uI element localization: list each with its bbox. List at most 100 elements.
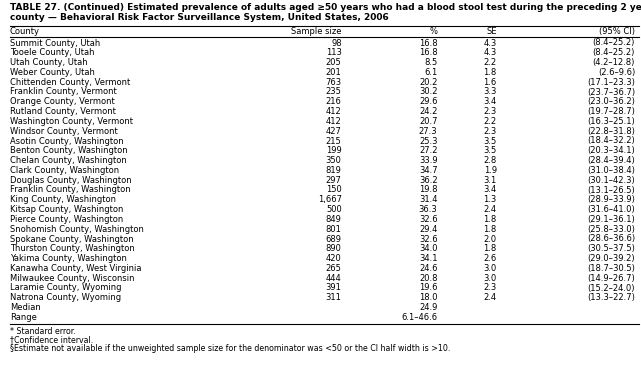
Text: (13.3–22.7): (13.3–22.7) xyxy=(587,293,635,302)
Text: (30.5–37.5): (30.5–37.5) xyxy=(587,244,635,253)
Text: Windsor County, Vermont: Windsor County, Vermont xyxy=(10,127,117,136)
Text: 6.1–46.6: 6.1–46.6 xyxy=(401,313,437,322)
Text: 27.2: 27.2 xyxy=(419,146,437,155)
Text: 2.3: 2.3 xyxy=(483,127,497,136)
Text: Median: Median xyxy=(10,303,40,312)
Text: 819: 819 xyxy=(326,166,342,175)
Text: 205: 205 xyxy=(326,58,342,67)
Text: 24.6: 24.6 xyxy=(419,264,437,273)
Text: 18.0: 18.0 xyxy=(419,293,437,302)
Text: 2.3: 2.3 xyxy=(483,283,497,293)
Text: 1.3: 1.3 xyxy=(483,195,497,204)
Text: 98: 98 xyxy=(331,38,342,48)
Text: 3.1: 3.1 xyxy=(483,176,497,185)
Text: Clark County, Washington: Clark County, Washington xyxy=(10,166,119,175)
Text: 311: 311 xyxy=(326,293,342,302)
Text: Pierce County, Washington: Pierce County, Washington xyxy=(10,215,123,224)
Text: (22.8–31.8): (22.8–31.8) xyxy=(587,127,635,136)
Text: Sample size: Sample size xyxy=(291,27,342,36)
Text: (15.2–24.0): (15.2–24.0) xyxy=(588,283,635,293)
Text: 4.3: 4.3 xyxy=(483,38,497,48)
Text: (31.6–41.0): (31.6–41.0) xyxy=(587,205,635,214)
Text: 689: 689 xyxy=(326,234,342,244)
Text: Rutland County, Vermont: Rutland County, Vermont xyxy=(10,107,115,116)
Text: 36.2: 36.2 xyxy=(419,176,437,185)
Text: 33.9: 33.9 xyxy=(419,156,437,165)
Text: (29.0–39.2): (29.0–39.2) xyxy=(587,254,635,263)
Text: 2.8: 2.8 xyxy=(483,156,497,165)
Text: 19.6: 19.6 xyxy=(419,283,437,293)
Text: 3.4: 3.4 xyxy=(483,97,497,106)
Text: Summit County, Utah: Summit County, Utah xyxy=(10,38,100,48)
Text: 19.8: 19.8 xyxy=(419,185,437,195)
Text: Snohomish County, Washington: Snohomish County, Washington xyxy=(10,225,144,234)
Text: (31.0–38.4): (31.0–38.4) xyxy=(587,166,635,175)
Text: Milwaukee County, Wisconsin: Milwaukee County, Wisconsin xyxy=(10,274,134,283)
Text: 3.5: 3.5 xyxy=(483,136,497,146)
Text: (18.7–30.5): (18.7–30.5) xyxy=(587,264,635,273)
Text: (28.4–39.4): (28.4–39.4) xyxy=(587,156,635,165)
Text: King County, Washington: King County, Washington xyxy=(10,195,115,204)
Text: Spokane County, Washington: Spokane County, Washington xyxy=(10,234,133,244)
Text: (4.2–12.8): (4.2–12.8) xyxy=(593,58,635,67)
Text: 32.6: 32.6 xyxy=(419,215,437,224)
Text: 1.8: 1.8 xyxy=(483,215,497,224)
Text: Kanawha County, West Virginia: Kanawha County, West Virginia xyxy=(10,264,141,273)
Text: Range: Range xyxy=(10,313,37,322)
Text: Thurston County, Washington: Thurston County, Washington xyxy=(10,244,135,253)
Text: 3.5: 3.5 xyxy=(483,146,497,155)
Text: Natrona County, Wyoming: Natrona County, Wyoming xyxy=(10,293,121,302)
Text: †Confidence interval.: †Confidence interval. xyxy=(10,335,93,344)
Text: 3.4: 3.4 xyxy=(483,185,497,195)
Text: 30.2: 30.2 xyxy=(419,87,437,97)
Text: Franklin County, Washington: Franklin County, Washington xyxy=(10,185,130,195)
Text: §Estimate not available if the unweighted sample size for the denominator was <5: §Estimate not available if the unweighte… xyxy=(10,344,450,353)
Text: 2.4: 2.4 xyxy=(483,293,497,302)
Text: (28.6–36.6): (28.6–36.6) xyxy=(587,234,635,244)
Text: 34.7: 34.7 xyxy=(419,166,437,175)
Text: 16.8: 16.8 xyxy=(419,48,437,57)
Text: Yakima County, Washington: Yakima County, Washington xyxy=(10,254,126,263)
Text: 763: 763 xyxy=(326,78,342,87)
Text: county — Behavioral Risk Factor Surveillance System, United States, 2006: county — Behavioral Risk Factor Surveill… xyxy=(10,13,388,22)
Text: (18.4–32.2): (18.4–32.2) xyxy=(587,136,635,146)
Text: 1.8: 1.8 xyxy=(483,244,497,253)
Text: 29.6: 29.6 xyxy=(419,97,437,106)
Text: 1.8: 1.8 xyxy=(483,68,497,77)
Text: 3.0: 3.0 xyxy=(483,274,497,283)
Text: (30.1–42.3): (30.1–42.3) xyxy=(587,176,635,185)
Text: Washington County, Vermont: Washington County, Vermont xyxy=(10,117,133,126)
Text: 1.8: 1.8 xyxy=(483,225,497,234)
Text: %: % xyxy=(429,27,437,36)
Text: 3.0: 3.0 xyxy=(483,264,497,273)
Text: 2.2: 2.2 xyxy=(483,117,497,126)
Text: (13.1–26.5): (13.1–26.5) xyxy=(587,185,635,195)
Text: 265: 265 xyxy=(326,264,342,273)
Text: 29.4: 29.4 xyxy=(419,225,437,234)
Text: 444: 444 xyxy=(326,274,342,283)
Text: (20.3–34.1): (20.3–34.1) xyxy=(587,146,635,155)
Text: Benton County, Washington: Benton County, Washington xyxy=(10,146,128,155)
Text: 113: 113 xyxy=(326,48,342,57)
Text: 4.3: 4.3 xyxy=(483,48,497,57)
Text: Laramie County, Wyoming: Laramie County, Wyoming xyxy=(10,283,121,293)
Text: Orange County, Vermont: Orange County, Vermont xyxy=(10,97,114,106)
Text: (28.9–33.9): (28.9–33.9) xyxy=(587,195,635,204)
Text: (2.6–9.6): (2.6–9.6) xyxy=(598,68,635,77)
Text: 199: 199 xyxy=(326,146,342,155)
Text: 890: 890 xyxy=(326,244,342,253)
Text: 20.7: 20.7 xyxy=(419,117,437,126)
Text: 235: 235 xyxy=(326,87,342,97)
Text: 391: 391 xyxy=(326,283,342,293)
Text: 350: 350 xyxy=(326,156,342,165)
Text: 6.1: 6.1 xyxy=(424,68,437,77)
Text: (95% CI): (95% CI) xyxy=(599,27,635,36)
Text: 297: 297 xyxy=(326,176,342,185)
Text: Chittenden County, Vermont: Chittenden County, Vermont xyxy=(10,78,130,87)
Text: 25.3: 25.3 xyxy=(419,136,437,146)
Text: 2.0: 2.0 xyxy=(483,234,497,244)
Text: 420: 420 xyxy=(326,254,342,263)
Text: Utah County, Utah: Utah County, Utah xyxy=(10,58,87,67)
Text: (8.4–25.2): (8.4–25.2) xyxy=(593,38,635,48)
Text: 412: 412 xyxy=(326,107,342,116)
